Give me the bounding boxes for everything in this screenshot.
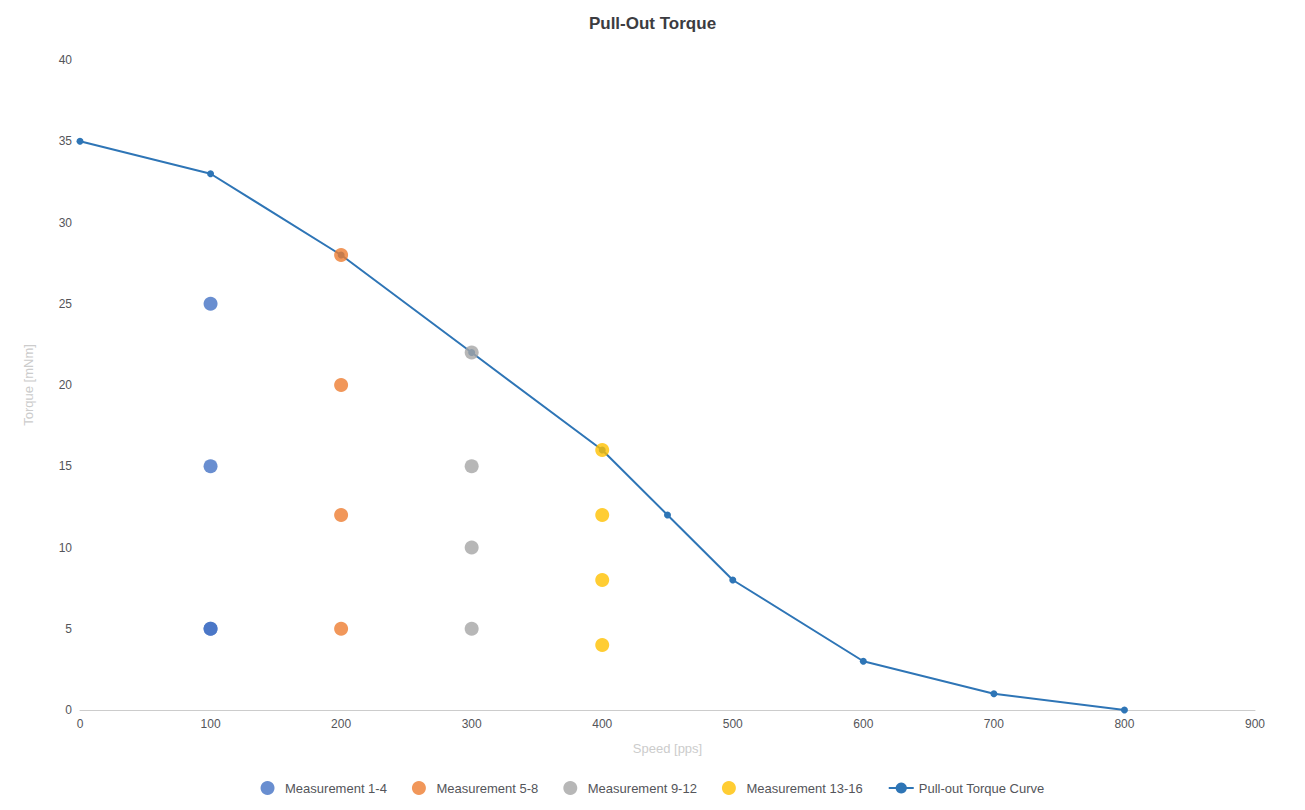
svg-text:10: 10 bbox=[59, 541, 73, 555]
svg-text:Speed [pps]: Speed [pps] bbox=[633, 741, 702, 756]
svg-text:40: 40 bbox=[59, 53, 73, 67]
svg-text:Pull-Out Torque: Pull-Out Torque bbox=[589, 14, 716, 33]
svg-text:200: 200 bbox=[331, 717, 351, 731]
svg-text:35: 35 bbox=[59, 134, 73, 148]
svg-text:20: 20 bbox=[59, 378, 73, 392]
svg-text:Measurement 1-4: Measurement 1-4 bbox=[285, 781, 387, 796]
svg-text:Torque [mNm]: Torque [mNm] bbox=[21, 344, 36, 426]
svg-text:300: 300 bbox=[462, 717, 482, 731]
svg-text:0: 0 bbox=[65, 703, 72, 717]
svg-text:600: 600 bbox=[853, 717, 873, 731]
svg-text:30: 30 bbox=[59, 216, 73, 230]
svg-text:Measurement 13-16: Measurement 13-16 bbox=[746, 781, 862, 796]
svg-text:500: 500 bbox=[723, 717, 743, 731]
svg-text:15: 15 bbox=[59, 459, 73, 473]
svg-text:5: 5 bbox=[65, 622, 72, 636]
svg-text:25: 25 bbox=[59, 297, 73, 311]
svg-text:Measurement 5-8: Measurement 5-8 bbox=[436, 781, 538, 796]
svg-text:Measurement 9-12: Measurement 9-12 bbox=[588, 781, 697, 796]
svg-text:100: 100 bbox=[201, 717, 221, 731]
svg-text:900: 900 bbox=[1245, 717, 1265, 731]
svg-text:0: 0 bbox=[77, 717, 84, 731]
svg-text:Pull-out Torque Curve: Pull-out Torque Curve bbox=[919, 781, 1045, 796]
svg-text:800: 800 bbox=[1114, 717, 1134, 731]
svg-text:700: 700 bbox=[984, 717, 1004, 731]
svg-text:400: 400 bbox=[592, 717, 612, 731]
